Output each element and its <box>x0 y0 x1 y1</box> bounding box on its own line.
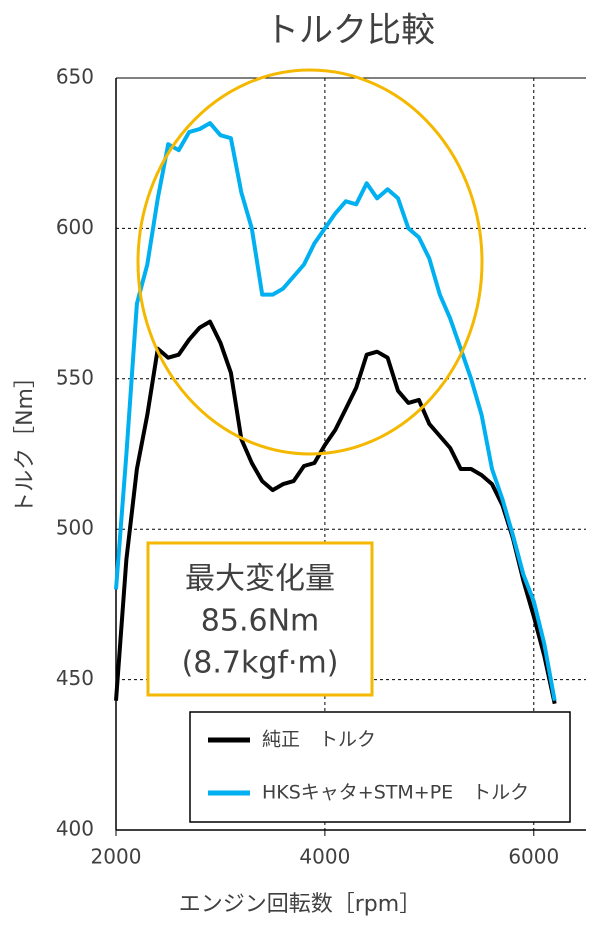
annotation: 最大変化量 <box>185 562 335 597</box>
x-tick-label: 2000 <box>91 845 142 869</box>
series-line <box>114 319 557 705</box>
lines <box>114 121 557 705</box>
chart-title: トルク比較 <box>265 11 435 51</box>
x-tick-label: 4000 <box>299 845 350 869</box>
x-axis-label: エンジン回転数［rpm］ <box>179 892 421 917</box>
grid: 400 450 500 550 600 650 2000 4000 6000 <box>56 65 586 869</box>
annotation: 85.6Nm <box>201 604 319 639</box>
y-tick-label: 450 <box>56 666 94 690</box>
annotation-box <box>146 541 374 697</box>
legend-label: 純正 トルク <box>262 729 376 751</box>
legend-box <box>189 711 571 823</box>
y-axis-label: トルク［Nm］ <box>13 366 38 514</box>
y-tick-label: 500 <box>56 516 94 540</box>
annotation: (8.7kgf·m) <box>182 646 339 681</box>
highlight-ellipse <box>136 68 484 456</box>
legend-label: HKSキャタ+STM+PE トルク <box>262 782 529 804</box>
y-tick-label: 400 <box>56 817 94 841</box>
y-tick-label: 600 <box>56 215 94 239</box>
series-line <box>114 121 557 702</box>
y-tick-label: 650 <box>56 65 94 89</box>
legend: 純正 トルク HKSキャタ+STM+PE トルク <box>189 711 571 823</box>
y-tick-label: 550 <box>56 365 94 389</box>
x-tick-label: 6000 <box>508 845 559 869</box>
